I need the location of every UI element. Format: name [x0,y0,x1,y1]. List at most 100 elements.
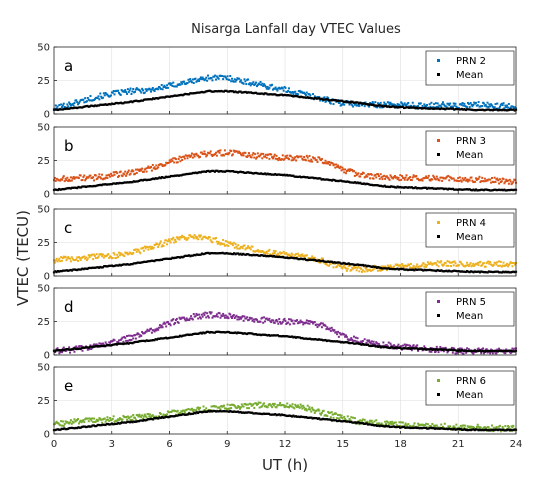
mean-point [388,346,391,350]
mean-point [405,268,408,271]
data-point [288,318,291,321]
data-point [157,166,160,169]
data-point [266,406,269,409]
mean-point [133,99,137,103]
mean-point [194,254,197,257]
data-point [144,88,147,91]
data-point [400,178,403,181]
mean-point [159,416,162,420]
mean-point [240,171,243,174]
mean-point [315,97,318,100]
mean-point [482,109,485,112]
data-point [67,256,70,259]
data-point [468,263,471,266]
mean-point [68,186,71,190]
mean-point [478,271,482,274]
data-point [308,154,311,157]
mean-point [172,94,175,97]
mean-point [503,349,506,352]
data-point [209,150,212,153]
mean-point [109,103,112,106]
mean-point [399,426,402,429]
mean-point [379,424,382,427]
mean-point [484,109,487,112]
mean-point [337,99,340,102]
data-point [68,346,71,349]
data-point [463,102,466,105]
mean-point [334,179,337,183]
mean-point [496,109,500,112]
data-point [302,323,305,326]
data-point [309,408,312,411]
mean-point [370,423,373,427]
mean-point [78,347,81,350]
data-point [506,425,509,428]
data-point [401,421,404,424]
data-point [189,317,192,320]
data-point [300,405,303,408]
mean-point [186,93,189,96]
mean-point [262,333,265,336]
data-point [280,158,283,161]
data-point [61,351,64,354]
mean-point [384,346,388,349]
data-point [279,251,282,254]
data-point [272,404,275,407]
data-point [100,253,103,256]
mean-point [402,425,406,429]
mean-point [87,105,90,108]
data-point [472,352,475,355]
mean-point [276,173,280,176]
data-point [286,253,289,256]
mean-point [493,349,496,353]
mean-point [400,268,403,271]
mean-point [404,426,407,429]
mean-point [55,108,58,111]
data-point [227,153,230,156]
data-point [474,180,477,183]
mean-point [248,411,251,414]
mean-point [230,170,233,173]
mean-point [351,341,354,344]
data-point [178,155,181,158]
mean-point [294,175,298,178]
mean-point [117,182,120,185]
mean-point [499,271,502,274]
data-point [238,150,241,153]
data-point [357,420,360,423]
data-point [147,165,150,168]
mean-point [503,109,506,112]
data-point [198,235,201,238]
data-point [285,156,288,159]
mean-point [175,174,178,177]
mean-point [477,270,480,273]
data-point [125,418,128,421]
data-point [223,75,226,78]
mean-point [188,412,191,415]
data-point [146,328,149,331]
data-point [494,180,497,183]
mean-point [230,252,233,256]
mean-point [68,269,71,272]
mean-point [422,426,425,429]
data-point [168,159,171,162]
mean-point [397,106,400,109]
mean-point [177,335,180,338]
data-point [60,256,63,259]
data-point [208,152,211,155]
mean-point [222,252,225,255]
mean-point [238,331,241,334]
data-point [175,317,178,320]
data-point [113,339,116,342]
mean-point [357,182,361,185]
mean-point [459,270,462,273]
mean-point [495,108,498,111]
data-point [471,264,474,267]
data-point [82,98,85,101]
data-point [242,319,245,322]
data-point [116,253,119,256]
data-point [172,318,175,321]
data-point [355,174,358,177]
data-point [198,316,201,319]
mean-point [284,414,287,417]
